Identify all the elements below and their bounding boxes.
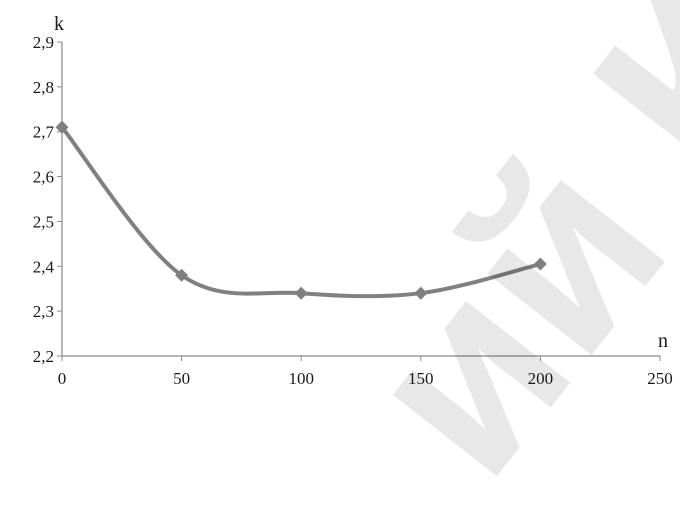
- x-tick-label: 0: [58, 369, 67, 388]
- data-point-marker: [294, 286, 308, 300]
- y-tick-label: 2,8: [33, 78, 54, 97]
- x-tick-label: 200: [528, 369, 554, 388]
- y-tick-label: 2,3: [33, 302, 54, 321]
- y-tick-label: 2,4: [33, 257, 55, 276]
- y-axis-ticks: 2,2 2,3 2,4 2,5 2,6 2,7 2,8 2,9: [33, 33, 62, 366]
- data-point-marker: [175, 268, 189, 282]
- x-tick-label: 150: [408, 369, 434, 388]
- series-line: [60, 125, 543, 299]
- x-axis-title: n: [658, 330, 668, 352]
- data-points: [55, 120, 547, 300]
- x-tick-label: 100: [288, 369, 314, 388]
- data-point-marker: [55, 120, 69, 134]
- data-point-marker: [414, 286, 428, 300]
- y-tick-label: 2,2: [33, 347, 54, 366]
- y-tick-label: 2,5: [33, 212, 54, 231]
- y-axis-title: k: [54, 13, 64, 35]
- x-axis-ticks: 0 50 100 150 200 250: [58, 356, 673, 388]
- x-tick-label: 250: [647, 369, 673, 388]
- line-chart: 2,2 2,3 2,4 2,5 2,6 2,7 2,8 2,9 0 50 100 150 200 250…: [33, 13, 673, 388]
- x-tick-label: 50: [173, 369, 190, 388]
- y-tick-label: 2,7: [33, 123, 55, 142]
- data-point-marker: [533, 257, 547, 271]
- y-tick-label: 2,9: [33, 33, 54, 52]
- y-tick-label: 2,6: [33, 168, 54, 187]
